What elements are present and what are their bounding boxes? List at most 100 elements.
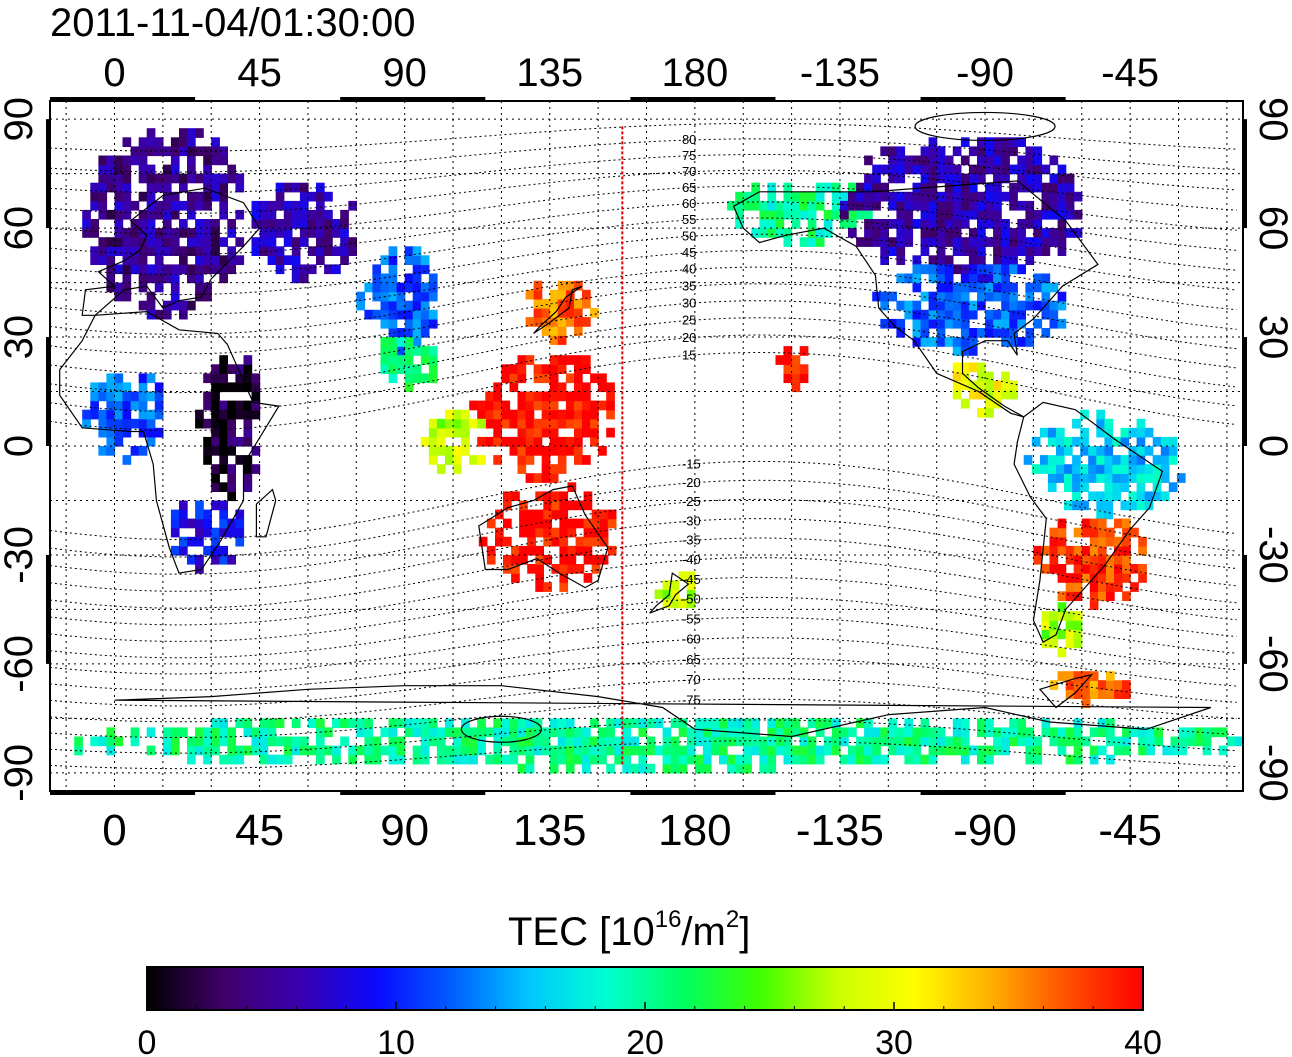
tec-cell [493,382,502,393]
tec-cell [195,237,204,247]
tec-cell [1025,182,1035,193]
tec-cell [565,373,575,384]
tec-cell [388,328,398,338]
tec-cell [1138,573,1147,583]
tec-cell [799,373,809,384]
tec-cell [1073,191,1083,202]
tec-cell [211,246,220,256]
tec-cell [928,291,938,302]
tec-cell [920,328,930,338]
tec-cell [670,589,680,600]
tec-cell [985,407,994,418]
tec-cell [1009,309,1018,320]
magnetic-latitude-label: 40 [682,262,696,277]
tec-cell [364,718,374,729]
tec-cell [896,255,906,265]
tec-cell [1001,228,1010,238]
tec-cell [1017,727,1026,738]
tec-cell [598,373,607,384]
tec-cell [783,228,793,238]
tec-cell [525,473,535,483]
tec-cell [743,736,752,747]
tec-cell [551,509,561,520]
tec-cell [968,246,978,256]
tec-cell [872,237,881,247]
tec-cell [928,255,938,265]
tec-cell [1057,611,1067,621]
tec-cell [1009,727,1018,738]
tec-cell [920,264,930,275]
tec-cell [211,364,220,374]
tec-cell [227,446,236,456]
tec-cell [1114,554,1123,565]
tec-cell [211,418,220,429]
tec-cell [1049,564,1059,574]
tec-cell [1025,255,1035,265]
tec-cell [783,209,793,220]
tec-cell [219,273,228,284]
tec-cell [170,509,180,520]
tec-cell [1009,389,1018,400]
tec-cell [791,718,801,729]
tec-cell [928,137,938,147]
tec-cell [1168,482,1178,492]
tec-cell [1122,689,1131,699]
tec-cell [162,182,172,193]
magnetic-latitude-label: -20 [682,475,701,490]
tec-cell [968,237,978,247]
tec-cell [203,219,212,229]
tec-cell [1009,736,1018,747]
tec-cell [388,300,398,311]
tec-cell [146,182,156,193]
frame-bar [50,790,196,795]
tec-cell [1154,736,1163,747]
tec-cell [1144,446,1154,456]
tec-cell [1122,545,1131,556]
coastline [1013,401,1164,643]
tec-cell [1226,736,1236,747]
tec-cell [944,191,954,202]
tec-cell [477,409,486,420]
lon-tick-top: 0 [103,51,125,95]
tec-cell [807,200,817,211]
tec-cell [436,754,446,765]
tec-cell [799,237,809,247]
tec-cell [154,146,164,157]
tec-cell [154,273,164,284]
tec-cell [799,754,809,765]
tec-cell [831,209,841,220]
tec-cell [243,400,253,411]
tec-cell [559,554,569,565]
coastline [81,187,261,316]
tec-cell [565,308,575,318]
tec-cell [517,455,527,465]
tec-cell [549,718,559,729]
tec-cell [420,291,430,302]
tec-cell [767,745,777,756]
tec-cell [590,736,599,747]
tec-cell [1049,173,1059,184]
tec-cell [1088,473,1097,483]
tec-cell [364,754,374,765]
tec-cell [1144,491,1154,502]
tec-cell [662,736,672,747]
tec-cell [1057,591,1067,601]
tec-cell [606,391,615,402]
lon-tick-top: -90 [956,51,1014,95]
tec-cell [187,246,196,256]
tec-cell [396,291,406,302]
tec-cell [146,209,156,220]
tec-cell [1025,209,1035,220]
tec-cell [203,527,212,538]
tec-cell [154,427,164,438]
tec-cell [1168,436,1178,447]
tec-cell [332,219,341,229]
tec-cell [517,727,527,738]
tec-cell [316,246,325,256]
tec-cell [396,745,406,756]
tec-cell [952,318,962,329]
tec-cell [179,228,188,238]
tec-cell [517,364,527,374]
tec-cell [1033,219,1043,229]
tec-cell [1136,482,1146,492]
